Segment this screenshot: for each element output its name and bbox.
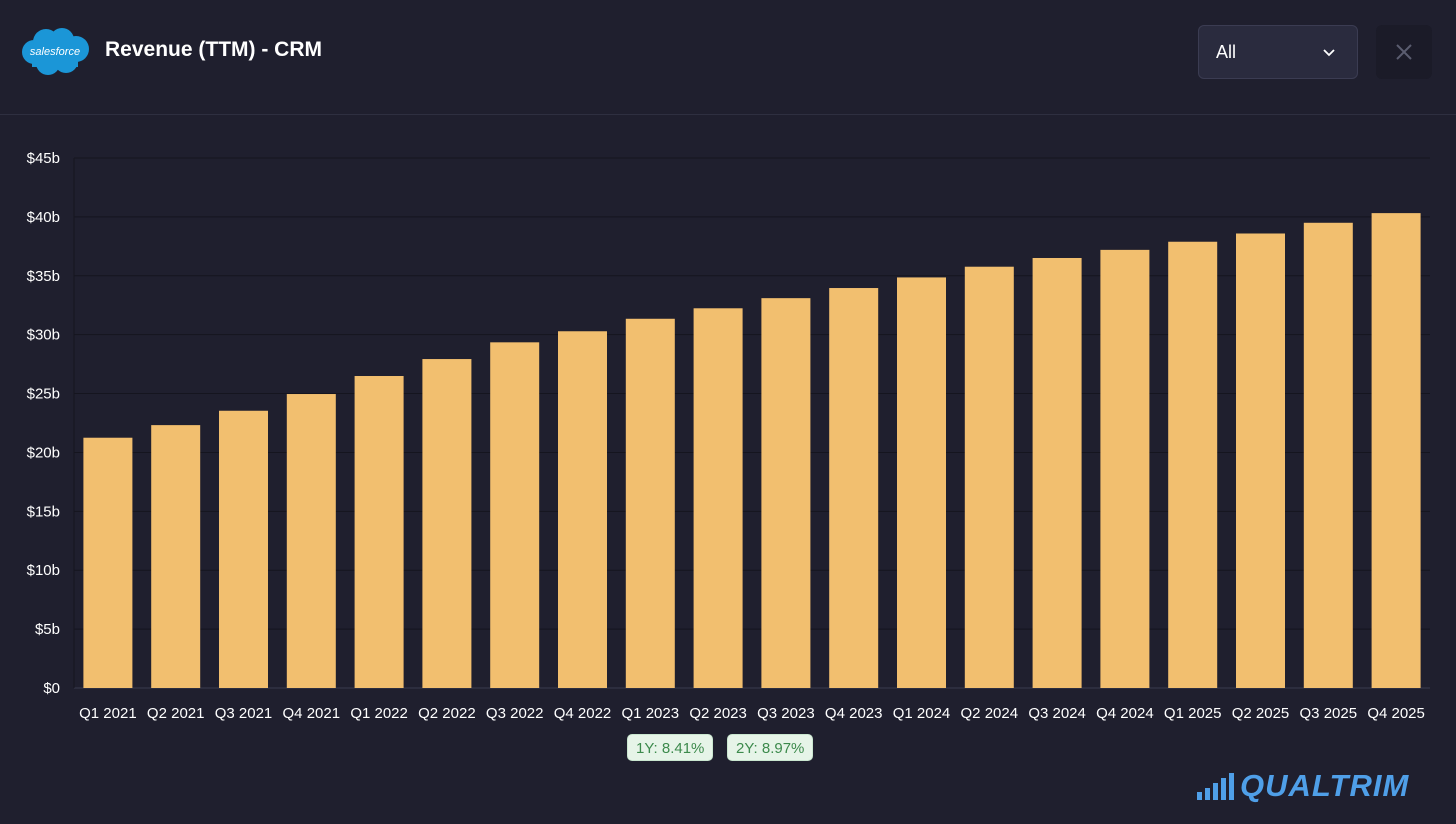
y-tick-label: $30b bbox=[27, 327, 60, 344]
x-tick-label: Q1 2021 bbox=[79, 705, 137, 722]
grid-lines bbox=[73, 157, 1430, 689]
y-tick-label: $25b bbox=[27, 386, 60, 403]
x-tick-label: Q2 2023 bbox=[689, 705, 747, 722]
x-tick-label: Q2 2025 bbox=[1232, 705, 1290, 722]
bar[interactable] bbox=[964, 266, 1014, 688]
brand-logo: QUALTRIM bbox=[1196, 768, 1436, 804]
x-tick-label: Q1 2023 bbox=[622, 705, 680, 722]
chevron-down-icon bbox=[1323, 49, 1335, 57]
header: salesforce Revenue (TTM) - CRM All bbox=[0, 0, 1456, 115]
bar[interactable] bbox=[693, 308, 743, 688]
close-button[interactable] bbox=[1376, 25, 1432, 79]
bar[interactable] bbox=[1168, 241, 1218, 688]
y-axis-ticks: $0 $5b $10b $15b $20b $25b $30b $35b $40b $45b bbox=[27, 150, 60, 697]
y-tick-label: $45b bbox=[27, 150, 60, 167]
bar[interactable] bbox=[1371, 213, 1421, 688]
salesforce-logo: salesforce bbox=[22, 28, 89, 75]
brand-wordmark: QUALTRIM bbox=[1240, 768, 1410, 803]
y-tick-label: $15b bbox=[27, 503, 60, 520]
bar[interactable] bbox=[625, 318, 675, 688]
bar[interactable] bbox=[897, 277, 946, 688]
bar[interactable] bbox=[83, 437, 133, 688]
growth-badge-1y: 1Y: 8.41% bbox=[627, 734, 714, 761]
x-tick-label: Q3 2023 bbox=[757, 705, 815, 722]
range-select-value: All bbox=[1216, 42, 1237, 62]
page-title: Revenue (TTM) - CRM bbox=[105, 38, 322, 61]
bars bbox=[83, 213, 1421, 688]
bar[interactable] bbox=[354, 376, 404, 688]
growth-badge-2y: 2Y: 8.97% bbox=[727, 734, 814, 761]
x-tick-label: Q3 2024 bbox=[1028, 705, 1086, 722]
revenue-bar-chart: $0 $5b $10b $15b $20b $25b $30b $35b $40b $45b Q1… bbox=[27, 150, 1430, 722]
bar[interactable] bbox=[761, 298, 811, 688]
y-tick-label: $5b bbox=[35, 621, 60, 638]
bar[interactable] bbox=[422, 359, 472, 688]
close-icon bbox=[1396, 44, 1412, 60]
bar[interactable] bbox=[558, 331, 607, 688]
salesforce-logo-text: salesforce bbox=[30, 46, 80, 58]
y-tick-label: $35b bbox=[27, 268, 60, 285]
bar[interactable] bbox=[219, 410, 268, 688]
x-tick-label: Q3 2022 bbox=[486, 705, 544, 722]
y-tick-label: $10b bbox=[27, 562, 60, 579]
x-tick-label: Q3 2025 bbox=[1300, 705, 1358, 722]
bar[interactable] bbox=[1236, 233, 1285, 688]
bar[interactable] bbox=[1303, 222, 1353, 688]
range-select[interactable]: All bbox=[1198, 25, 1358, 79]
x-tick-label: Q2 2024 bbox=[961, 705, 1019, 722]
bar[interactable] bbox=[286, 394, 336, 688]
bar[interactable] bbox=[151, 425, 201, 688]
bar[interactable] bbox=[1100, 249, 1150, 688]
x-tick-label: Q1 2022 bbox=[350, 705, 408, 722]
x-tick-label: Q4 2022 bbox=[554, 705, 612, 722]
x-tick-label: Q4 2023 bbox=[825, 705, 883, 722]
bar[interactable] bbox=[1032, 257, 1082, 688]
x-tick-label: Q2 2022 bbox=[418, 705, 476, 722]
bar[interactable] bbox=[490, 342, 540, 688]
bar-signal-icon bbox=[1197, 773, 1234, 800]
x-tick-label: Q4 2021 bbox=[283, 705, 341, 722]
y-tick-label: $20b bbox=[27, 444, 60, 461]
x-tick-label: Q2 2021 bbox=[147, 705, 205, 722]
x-tick-label: Q1 2025 bbox=[1164, 705, 1222, 722]
y-tick-label: $40b bbox=[27, 209, 60, 226]
y-tick-label: $0 bbox=[43, 680, 60, 697]
x-tick-label: Q1 2024 bbox=[893, 705, 951, 722]
x-tick-label: Q4 2025 bbox=[1367, 705, 1425, 722]
bar[interactable] bbox=[829, 288, 879, 688]
x-tick-label: Q3 2021 bbox=[215, 705, 273, 722]
x-axis-ticks: Q1 2021 Q2 2021 Q3 2021 Q4 2021 Q1 2022 Q2 20… bbox=[79, 705, 1425, 722]
x-tick-label: Q4 2024 bbox=[1096, 705, 1154, 722]
